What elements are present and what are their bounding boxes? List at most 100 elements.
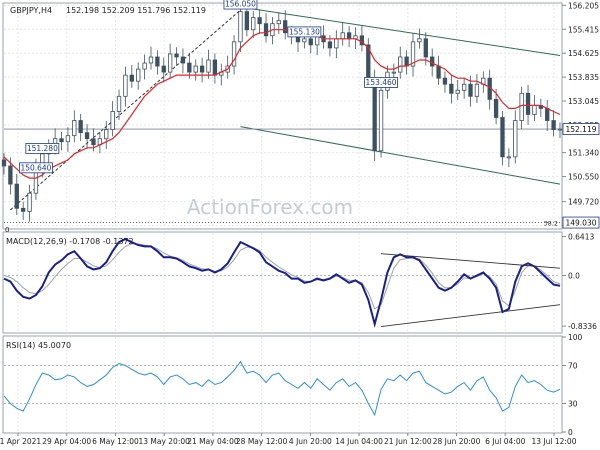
price-annotation-box bbox=[25, 143, 60, 154]
macd-divergence-macd-lower-line bbox=[381, 304, 561, 327]
candle bbox=[116, 95, 122, 112]
candle bbox=[308, 38, 313, 46]
candle bbox=[199, 65, 205, 73]
rsi-line bbox=[3, 360, 561, 417]
candle bbox=[468, 83, 473, 97]
candle bbox=[455, 89, 460, 94]
price-tick-label: 149.720 bbox=[568, 198, 599, 207]
candle bbox=[340, 32, 345, 40]
candle bbox=[302, 38, 307, 43]
support-level-box bbox=[562, 216, 600, 229]
current-price-label: 152.119 bbox=[565, 125, 596, 134]
candle bbox=[442, 77, 448, 85]
candle bbox=[513, 120, 518, 158]
price-annotation-label: 150.640 bbox=[20, 163, 51, 172]
macd-tick-label: -0.8336 bbox=[568, 322, 597, 331]
x-tick-label: 6 May 12:00 bbox=[92, 437, 139, 446]
candle bbox=[430, 56, 435, 67]
macd-layer bbox=[3, 237, 561, 329]
macd-signal-line bbox=[3, 243, 561, 310]
price-tick-label: 156.205 bbox=[568, 1, 599, 10]
rsi-panel-frame bbox=[2, 335, 563, 434]
rsi-tick-label: 100 bbox=[568, 333, 583, 342]
rsi-tick-label: 0 bbox=[568, 428, 573, 437]
candle bbox=[231, 41, 237, 67]
price-annotation-box bbox=[223, 0, 258, 10]
rsi-tick-label: 70 bbox=[568, 362, 578, 371]
candle bbox=[557, 128, 563, 131]
macd-tick-label: 0.0 bbox=[568, 272, 580, 281]
candle bbox=[346, 32, 352, 40]
price-annotation-label: 156.050 bbox=[225, 0, 256, 9]
candle bbox=[59, 138, 64, 143]
price-tick-label: 154.625 bbox=[568, 49, 599, 58]
candle bbox=[244, 11, 250, 31]
price-annotation-box bbox=[19, 162, 53, 174]
price-annotation-box bbox=[364, 77, 398, 88]
candle bbox=[148, 56, 154, 64]
candle bbox=[129, 74, 134, 82]
watermark: ActionForex.com bbox=[187, 195, 353, 219]
candle bbox=[110, 111, 115, 131]
candle bbox=[168, 53, 173, 73]
candle bbox=[334, 38, 339, 49]
x-tick-label: 14 Jun 04:00 bbox=[335, 437, 383, 446]
candle bbox=[519, 92, 524, 121]
candle bbox=[263, 23, 269, 37]
candle bbox=[525, 92, 531, 115]
candle bbox=[238, 11, 243, 43]
candle bbox=[545, 108, 550, 121]
candle bbox=[404, 56, 409, 67]
candle bbox=[187, 62, 192, 73]
price-tick-label: 150.550 bbox=[568, 173, 599, 182]
candle bbox=[1, 159, 7, 167]
trend-line-channel-lower bbox=[240, 126, 561, 185]
candle bbox=[14, 183, 19, 209]
candle bbox=[257, 17, 262, 25]
candle bbox=[21, 207, 26, 212]
x-tick-label: 21 Apr 2021 bbox=[0, 437, 41, 446]
moving-average-line bbox=[3, 29, 561, 179]
x-tick-label: 29 Apr 04:00 bbox=[42, 437, 91, 446]
x-tick-label: 4 Jun 20:00 bbox=[289, 437, 332, 446]
candle bbox=[410, 41, 416, 67]
candle bbox=[136, 68, 141, 82]
support-level-label: 149.030 bbox=[565, 219, 596, 228]
candle bbox=[84, 132, 90, 140]
candle bbox=[180, 56, 186, 64]
candle bbox=[91, 138, 96, 146]
price-panel-frame bbox=[2, 2, 563, 230]
price-tick-label: 153.835 bbox=[568, 73, 599, 82]
x-tick-label: 28 May 12:00 bbox=[236, 437, 288, 446]
price-tick-label: 153.045 bbox=[568, 97, 599, 106]
candle bbox=[251, 17, 256, 31]
candle bbox=[398, 56, 403, 73]
trend-line-channel-upper bbox=[240, 6, 561, 56]
candle bbox=[193, 65, 198, 73]
left-edge-label: 0 bbox=[5, 226, 9, 234]
candle bbox=[500, 117, 505, 158]
candle bbox=[65, 135, 71, 143]
price-annotation-box bbox=[287, 26, 322, 38]
x-tick-label: 28 Jun 20:00 bbox=[433, 437, 481, 446]
price-annotation-label: 153.460 bbox=[366, 78, 397, 87]
macd-line bbox=[3, 237, 561, 329]
price-annotation-label: 155.130 bbox=[289, 27, 320, 36]
candle bbox=[174, 53, 179, 58]
x-tick-label: 6 Jul 04:00 bbox=[485, 437, 525, 446]
candle bbox=[283, 20, 288, 34]
x-tick-label: 13 Jul 12:00 bbox=[532, 437, 577, 446]
candle bbox=[461, 83, 467, 91]
candle bbox=[27, 192, 32, 212]
candle bbox=[276, 20, 281, 25]
x-tick-label: 13 May 20:00 bbox=[138, 437, 190, 446]
candle bbox=[72, 120, 77, 137]
candle bbox=[206, 59, 211, 73]
price-tick-label: 151.340 bbox=[568, 149, 599, 158]
current-price-box bbox=[562, 123, 600, 135]
candle bbox=[104, 129, 109, 140]
trend-line-dashed-rise bbox=[10, 9, 241, 211]
price-annotation-label: 151.280 bbox=[27, 144, 58, 153]
